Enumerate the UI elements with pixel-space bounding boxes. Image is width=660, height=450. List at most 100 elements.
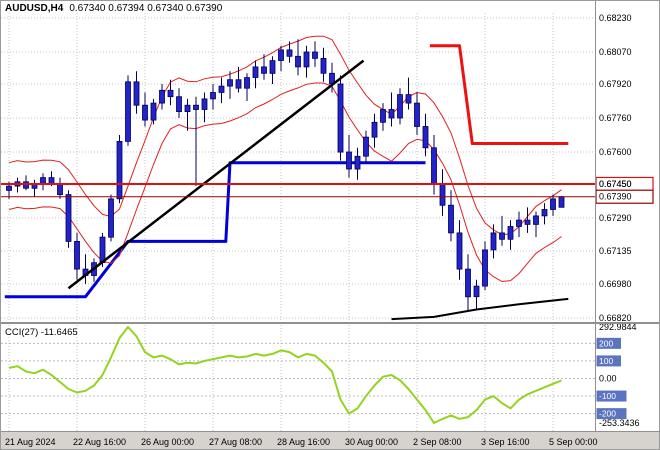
candle-body	[227, 79, 233, 87]
candle	[337, 75, 344, 161]
candle-body	[303, 51, 310, 68]
candle	[269, 56, 276, 84]
candle	[261, 54, 267, 80]
candle	[295, 39, 301, 76]
candle-body	[439, 183, 446, 206]
candle-body	[550, 198, 556, 210]
cci-level-badge-label: -200	[599, 409, 616, 419]
time-axis-label: 5 Sep 00:00	[549, 437, 598, 447]
resistance-level-line-badge-label: 0.67450	[599, 179, 632, 189]
candle	[507, 220, 514, 250]
candle	[320, 47, 327, 82]
candle	[448, 190, 454, 242]
ohlc-values: 0.67340 0.67394 0.67340 0.67390	[69, 3, 223, 14]
candle	[184, 98, 191, 131]
candle-body	[414, 102, 420, 127]
price-axis-label: 0.67450	[599, 179, 632, 189]
candle-body	[499, 232, 505, 240]
candle	[74, 232, 80, 280]
candle	[388, 92, 395, 127]
candle-body	[159, 89, 165, 104]
candle	[23, 175, 29, 191]
candle	[473, 279, 480, 310]
candle-body	[193, 104, 199, 110]
candle-body	[133, 81, 140, 106]
cci-level-badge-label: -100	[599, 391, 616, 401]
candle	[218, 77, 225, 104]
candle-body	[116, 140, 123, 200]
candle	[354, 147, 361, 180]
price-axis-label: 0.68070	[599, 47, 632, 57]
candle	[286, 41, 293, 63]
lower-trendline	[391, 297, 569, 321]
candle-body	[346, 151, 352, 170]
cci-level-badge	[596, 408, 627, 420]
candle-body	[261, 66, 267, 74]
candle	[533, 211, 539, 238]
candle	[167, 79, 174, 106]
candle-body	[23, 181, 29, 189]
price-axis-label: 0.67290	[599, 213, 632, 223]
candle	[456, 220, 463, 280]
candle	[133, 71, 140, 114]
candle-body	[244, 77, 250, 89]
candle	[14, 177, 21, 193]
candle	[303, 45, 310, 78]
candle-body	[269, 60, 276, 74]
candle-body	[108, 198, 114, 238]
price-axis-label: 0.67760	[599, 113, 632, 123]
cci-level-badge	[596, 355, 621, 367]
envelope-upper-band	[8, 35, 562, 236]
candle-body	[218, 85, 225, 93]
candle-body	[380, 109, 386, 123]
candle-body	[312, 51, 318, 59]
candle-body	[558, 196, 565, 208]
candle-body	[524, 219, 531, 225]
candle	[142, 92, 148, 127]
time-axis-label: 21 Aug 2024	[5, 437, 56, 447]
price-axis-label: 0.66980	[599, 279, 632, 289]
candle	[380, 103, 386, 131]
candle	[210, 84, 216, 110]
price-axis-label: 0.67600	[599, 147, 632, 157]
candle	[405, 77, 412, 110]
candle-body	[295, 55, 301, 68]
candle-body	[57, 183, 63, 196]
candle	[57, 177, 63, 199]
cci-level-badge	[596, 337, 621, 349]
candle	[125, 75, 131, 146]
symbol-label: AUDUSD,H4	[5, 3, 64, 14]
candle-body	[252, 66, 259, 78]
candle-body	[405, 94, 412, 104]
candle	[244, 73, 250, 101]
price-axis-label: 0.66820	[599, 313, 632, 323]
time-axis-label: 2 Sep 08:00	[413, 437, 462, 447]
candle	[397, 88, 403, 125]
candle	[193, 96, 199, 187]
cci-axis-label: 0.00	[599, 373, 617, 383]
candle	[482, 241, 488, 291]
time-axis-label: 26 Aug 00:00	[141, 437, 194, 447]
candle-body	[286, 49, 293, 57]
candle	[439, 169, 446, 216]
candle-body	[431, 147, 437, 185]
candle-body	[516, 219, 522, 227]
candle	[108, 194, 114, 242]
candle-body	[371, 121, 378, 138]
cci-level-badge-label: 100	[599, 356, 613, 366]
candle-body	[448, 204, 454, 234]
candle-body	[142, 104, 148, 121]
cci-axis-label: 292.9844	[599, 322, 637, 332]
symbol-ohlc-label: AUDUSD,H4 0.67340 0.67394 0.67340 0.67390	[5, 3, 222, 14]
candle-body	[397, 94, 403, 119]
candle	[201, 92, 208, 123]
candle-body	[201, 98, 208, 110]
candle-body	[65, 194, 72, 242]
candle	[329, 62, 335, 93]
cci-level-badge-label: 200	[599, 338, 613, 348]
time-axis-label: 27 Aug 08:00	[209, 437, 262, 447]
time-axis-label: 28 Aug 16:00	[277, 437, 330, 447]
candle-body	[184, 104, 191, 112]
